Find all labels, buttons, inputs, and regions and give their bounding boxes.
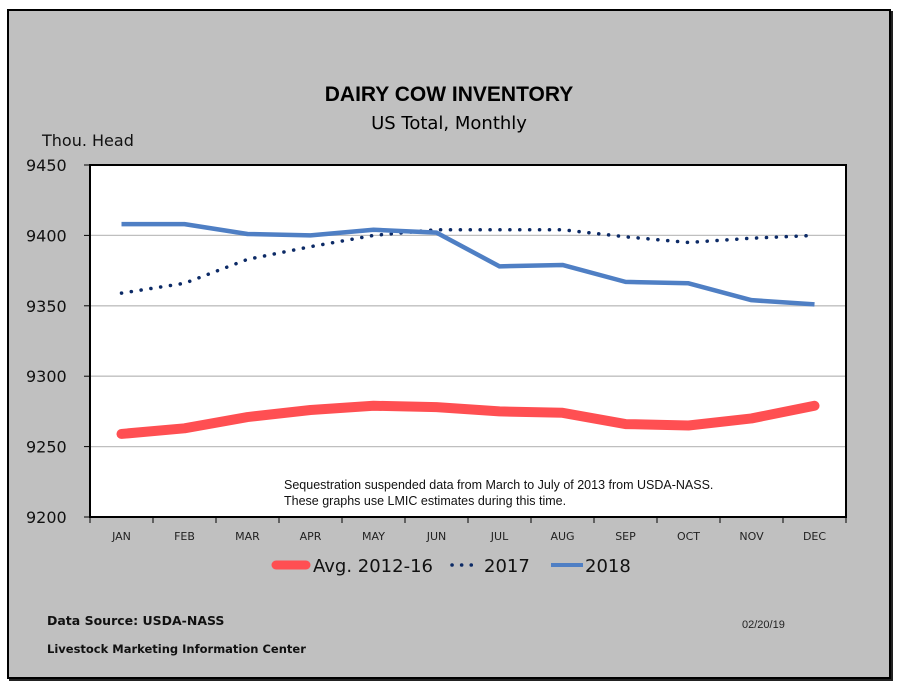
plot-border [89, 164, 847, 518]
x-tick-label: NOV [739, 530, 764, 543]
legend: Avg. 2012-16 2017 2018 [271, 556, 631, 577]
y-axis-label: Thou. Head [41, 131, 134, 150]
x-tick-label: SEP [615, 530, 636, 543]
y-tick-label: 9300 [26, 367, 67, 386]
series-group [116, 221, 820, 439]
series-line-2017 [119, 228, 817, 295]
series-line-avg-2012-16 [116, 400, 820, 439]
x-tick-label: JUN [426, 530, 447, 543]
chart-date: 02/20/19 [742, 619, 785, 631]
chart-title: DAIRY COW INVENTORY [325, 83, 574, 106]
chart-subtitle: US Total, Monthly [371, 113, 527, 134]
publisher-name: Livestock Marketing Information Center [47, 642, 306, 656]
legend-label-2017: 2017 [484, 556, 530, 577]
x-tick-label: FEB [174, 530, 195, 543]
x-tick-label: MAY [362, 530, 385, 543]
x-tick-label: AUG [550, 530, 574, 543]
x-tick-label: JUL [490, 530, 509, 543]
x-tick-label: APR [300, 530, 322, 543]
annotation-line-2: These graphs use LMIC estimates during t… [284, 494, 566, 508]
x-tick-label: DEC [803, 530, 826, 543]
x-tick-label: MAR [235, 530, 260, 543]
annotation-line-1: Sequestration suspended data from March … [284, 478, 713, 492]
y-tick-label: 9350 [26, 297, 67, 316]
y-axis-ticks: 9450 9400 9350 9300 9250 9200 [26, 156, 90, 527]
x-tick-label: OCT [677, 530, 700, 543]
x-axis-ticks: JAN FEB MAR APR MAY JUN JUL AUG SEP OCT NOV DEC [89, 517, 847, 543]
y-tick-label: 9450 [26, 156, 67, 175]
x-tick-label: JAN [111, 530, 131, 543]
gridlines [90, 234, 846, 448]
y-tick-label: 9200 [26, 508, 67, 527]
y-tick-label: 9400 [26, 226, 67, 245]
plot-area [90, 165, 846, 517]
legend-label-avg: Avg. 2012-16 [313, 556, 433, 577]
y-tick-label: 9250 [26, 438, 67, 457]
data-source: Data Source: USDA-NASS [47, 613, 224, 628]
series-line-2018 [121, 221, 815, 307]
legend-label-2018: 2018 [585, 556, 631, 577]
